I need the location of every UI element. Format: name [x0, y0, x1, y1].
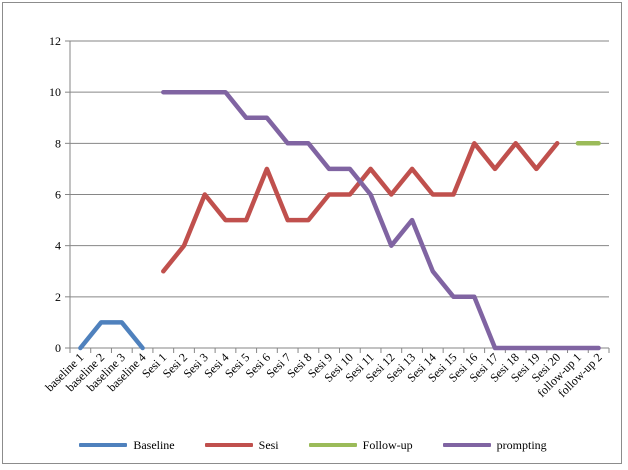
legend-label: Baseline	[133, 437, 175, 452]
legend: Baseline Sesi Follow-up prompting	[3, 435, 623, 455]
series-line-baseline	[78, 320, 145, 351]
y-tick-labels: 0 2 4 6 8 10 12	[49, 34, 61, 355]
legend-swatch	[79, 443, 128, 447]
legend-swatch	[442, 443, 491, 447]
y-tick-label: 6	[55, 188, 61, 202]
legend-swatch	[308, 443, 357, 447]
series-line-sesi	[161, 141, 560, 274]
axes	[65, 40, 610, 353]
legend-label: Sesi	[258, 437, 279, 452]
series-line-prompting	[161, 89, 601, 351]
y-tick-label: 0	[55, 341, 61, 355]
legend-item-follow-up: Follow-up	[308, 437, 413, 453]
legend-swatch	[204, 443, 253, 447]
y-tick-label: 4	[55, 239, 61, 253]
chart-frame: 0 2 4 6 8 10 12 baseline 1 baseline 2 baseline 3…	[2, 2, 622, 464]
legend-item-baseline: Baseline	[79, 437, 175, 453]
legend-label: prompting	[496, 437, 547, 452]
y-tick-label: 8	[55, 136, 61, 150]
y-tick-label: 10	[49, 85, 61, 99]
y-tick-label: 12	[49, 34, 61, 48]
legend-item-sesi: Sesi	[204, 437, 279, 453]
legend-label: Follow-up	[362, 437, 413, 452]
y-tick-label: 2	[55, 290, 61, 304]
series-lines	[78, 89, 601, 351]
legend-item-prompting: prompting	[442, 437, 547, 453]
